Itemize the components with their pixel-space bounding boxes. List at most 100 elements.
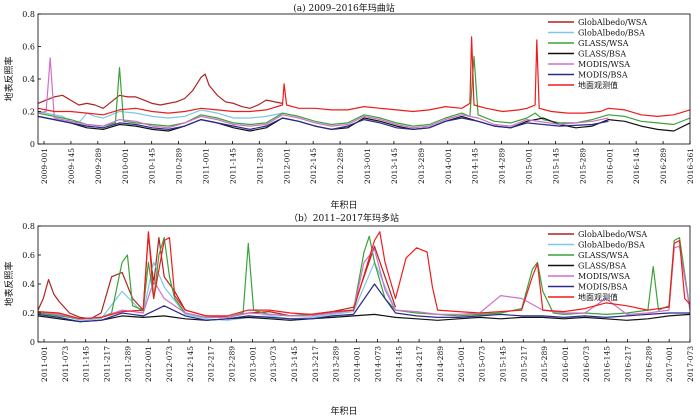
y-tick-label: 0.2 bbox=[22, 309, 35, 318]
legend-label: GlobAlbedo/BSA bbox=[578, 29, 645, 38]
x-tick-label: 2016-073 bbox=[582, 346, 591, 382]
chart-title: （b）2011–2017年玛多站 bbox=[289, 212, 399, 224]
x-tick-label: 2016-361 bbox=[686, 148, 695, 184]
x-tick-label: 2012-145 bbox=[309, 148, 318, 184]
x-axis-label: 年积日 bbox=[330, 199, 357, 211]
x-tick-label: 2013-145 bbox=[390, 148, 399, 184]
x-tick-label: 2014-217 bbox=[415, 346, 424, 382]
x-tick-label: 2016-289 bbox=[644, 346, 653, 382]
legend-label: GLASS/BSA bbox=[578, 50, 626, 59]
y-tick-label: 0.8 bbox=[22, 10, 35, 19]
legend-label: MODIS/WSA bbox=[578, 60, 630, 69]
y-tick-label: 0.6 bbox=[22, 43, 35, 52]
x-tick-label: 2016-145 bbox=[632, 148, 641, 184]
x-tick-label: 2015-289 bbox=[540, 346, 549, 382]
y-axis-label: 地表反照率 bbox=[3, 56, 15, 101]
x-tick-label: 2009-145 bbox=[67, 148, 76, 184]
legend-label: GLASS/WSA bbox=[578, 39, 629, 48]
x-tick-label: 2016-145 bbox=[603, 346, 612, 382]
legend-label: 地面观测值 bbox=[578, 292, 618, 302]
x-tick-label: 2014-145 bbox=[471, 148, 480, 184]
y-tick-label: 0.8 bbox=[22, 222, 35, 231]
x-tick-label: 2011-073 bbox=[61, 346, 70, 382]
x-tick-label: 2013-289 bbox=[332, 346, 341, 382]
x-tick-label: 2009-289 bbox=[94, 148, 103, 184]
x-tick-label: 2013-001 bbox=[363, 148, 372, 184]
series-line-MODIS_BSA bbox=[38, 115, 609, 130]
x-tick-label: 2013-073 bbox=[269, 346, 278, 382]
series-line-MODIS_WSA bbox=[38, 245, 690, 320]
y-axis-label: 地表反照率 bbox=[3, 261, 15, 306]
series-line-GlobAlbedo_WSA bbox=[38, 73, 283, 109]
series-line-GLASS_BSA bbox=[38, 313, 690, 323]
series-group bbox=[38, 231, 690, 323]
series-line-ground bbox=[38, 231, 690, 320]
x-tick-label: 2011-001 bbox=[40, 346, 49, 382]
x-tick-label: 2011-145 bbox=[82, 346, 91, 382]
x-tick-label: 2010-001 bbox=[121, 148, 130, 184]
x-axis-label: 年积日 bbox=[330, 405, 357, 417]
series-line-GlobAlbedo_BSA bbox=[38, 261, 397, 321]
x-tick-label: 2015-073 bbox=[478, 346, 487, 382]
x-tick-label: 2013-217 bbox=[311, 346, 320, 382]
x-tick-label: 2011-289 bbox=[123, 346, 132, 382]
legend-label: GLASS/BSA bbox=[578, 262, 626, 271]
x-tick-label: 2017-073 bbox=[686, 346, 695, 382]
x-tick-label: 2014-289 bbox=[436, 346, 445, 382]
x-tick-label: 2016-289 bbox=[659, 148, 668, 184]
chart-title: (a) 2009–2016年玛曲站 bbox=[293, 2, 395, 14]
y-tick-label: 0.4 bbox=[22, 280, 35, 289]
x-tick-label: 2014-145 bbox=[394, 346, 403, 382]
legend-label: GlobAlbedo/WSA bbox=[578, 18, 647, 27]
x-tick-label: 2013-145 bbox=[290, 346, 299, 382]
x-tick-label: 2015-145 bbox=[498, 346, 507, 382]
x-tick-label: 2010-289 bbox=[175, 148, 184, 184]
x-tick-label: 2014-001 bbox=[444, 148, 453, 184]
x-tick-label: 2016-001 bbox=[561, 346, 570, 382]
x-tick-label: 2011-217 bbox=[103, 346, 112, 382]
legend-label: MODIS/WSA bbox=[578, 272, 630, 281]
legend-label: GlobAlbedo/BSA bbox=[578, 241, 645, 250]
x-tick-label: 2015-145 bbox=[551, 148, 560, 184]
legend-label: GlobAlbedo/WSA bbox=[578, 230, 647, 239]
legend-label: MODIS/BSA bbox=[578, 283, 628, 292]
y-tick-label: 0.2 bbox=[22, 108, 35, 117]
series-line-MODIS_WSA bbox=[38, 57, 609, 129]
x-tick-label: 2017-001 bbox=[665, 346, 674, 382]
x-tick-label: 2011-145 bbox=[228, 148, 237, 184]
x-tick-label: 2015-001 bbox=[457, 346, 466, 382]
legend-label: 地面观测值 bbox=[578, 80, 618, 90]
x-tick-label: 2012-217 bbox=[207, 346, 216, 382]
x-tick-label: 2011-289 bbox=[255, 148, 264, 184]
x-tick-label: 2010-145 bbox=[148, 148, 157, 184]
panel-b-chart: （b）2011–2017年玛多站 0 0.2 0.4 0.6 0.8 2011-001 201… bbox=[3, 212, 695, 417]
series-line-GLASS_BSA bbox=[38, 115, 690, 132]
series-line-MODIS_BSA bbox=[38, 283, 690, 323]
x-tick-label: 2015-217 bbox=[519, 346, 528, 382]
y-tick-label: 0 bbox=[30, 338, 35, 347]
legend-label: GLASS/WSA bbox=[578, 251, 629, 260]
x-tick-label: 2014-001 bbox=[353, 346, 362, 382]
x-tick-label: 2013-289 bbox=[417, 148, 426, 184]
x-tick-label: 2014-073 bbox=[373, 346, 382, 382]
x-tick-label: 2012-289 bbox=[228, 346, 237, 382]
x-tick-label: 2012-001 bbox=[144, 346, 153, 382]
series-line-GlobAlbedo_WSA bbox=[38, 232, 397, 320]
y-tick-label: 0.6 bbox=[22, 251, 35, 260]
panel-a-chart: (a) 2009–2016年玛曲站 0 0.2 0.4 0.6 0.8 2009-001 20… bbox=[3, 2, 695, 211]
series-line-GLASS_WSA bbox=[38, 55, 690, 127]
x-tick-label: 2012-073 bbox=[165, 346, 174, 382]
x-tick-label: 2012-001 bbox=[282, 148, 291, 184]
x-tick-label: 2014-289 bbox=[498, 148, 507, 184]
legend-label: MODIS/BSA bbox=[578, 71, 628, 80]
x-tick-label: 2015-289 bbox=[578, 148, 587, 184]
series-line-ground bbox=[38, 36, 690, 117]
series-line-GLASS_WSA bbox=[38, 235, 690, 320]
x-tick-label: 2013-001 bbox=[248, 346, 257, 382]
y-tick-label: 0.4 bbox=[22, 75, 35, 84]
x-tick-label: 2011-001 bbox=[202, 148, 211, 184]
x-tick-label: 2009-001 bbox=[40, 148, 49, 184]
x-tick-label: 2012-289 bbox=[336, 148, 345, 184]
x-tick-label: 2016-001 bbox=[605, 148, 614, 184]
